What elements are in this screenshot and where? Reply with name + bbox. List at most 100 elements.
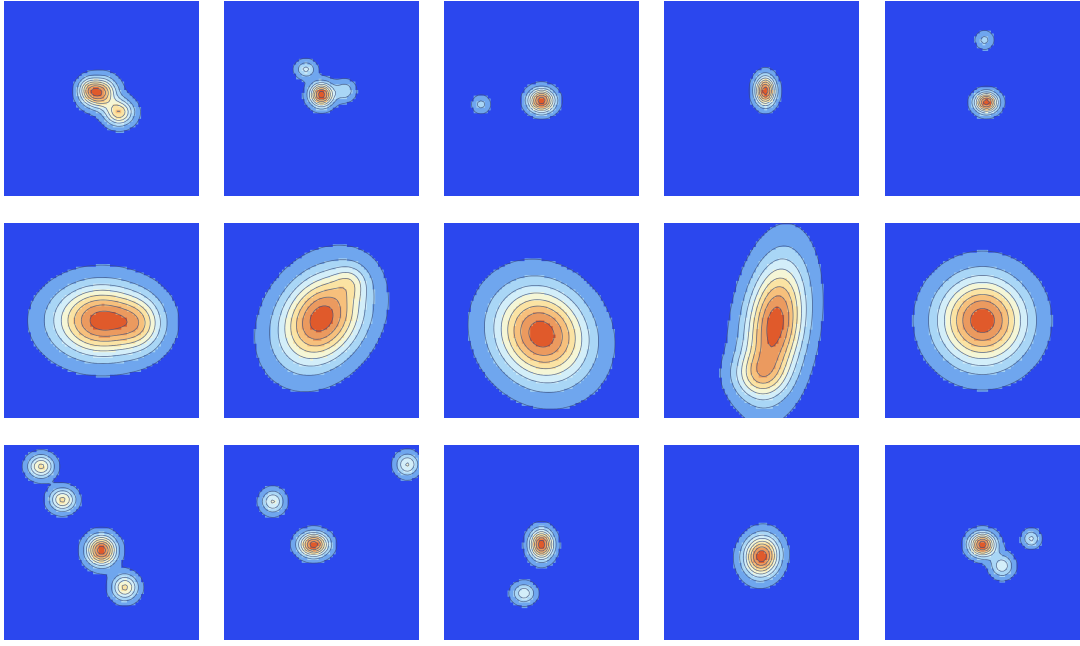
contour-level-8 <box>530 320 556 347</box>
contour-line-3 <box>754 75 777 107</box>
contour-line-1 <box>748 66 783 115</box>
contour-band <box>22 449 144 606</box>
contour-line-7 <box>962 300 1003 341</box>
contour-line-6 <box>92 541 111 560</box>
contour-level-5 <box>39 463 127 592</box>
contour-plot-svg <box>885 223 1080 418</box>
contour-band <box>538 539 545 549</box>
contour-line-3 <box>30 457 136 598</box>
contour-line-4 <box>500 292 583 376</box>
contour-line-7 <box>976 538 989 551</box>
contour-line-1 <box>961 525 1043 582</box>
contour-line-3 <box>937 275 1028 366</box>
contour-level-8 <box>90 312 127 330</box>
contour-line-7 <box>302 296 342 340</box>
contour-line-5 <box>950 288 1015 353</box>
contour-line-7 <box>80 304 140 337</box>
contour-line-3 <box>265 457 415 557</box>
contour-line-5 <box>302 535 325 554</box>
contour-line-1 <box>508 520 561 607</box>
contour-line-2 <box>477 85 559 116</box>
contour-line-4 <box>60 289 156 352</box>
contour-line-7 <box>87 85 106 100</box>
contour-line-5 <box>972 535 993 554</box>
contour-line-5 <box>312 85 331 104</box>
contour-panel-12 <box>224 445 419 640</box>
contour-plot-svg <box>885 1 1080 196</box>
contour-line-8 <box>756 550 767 563</box>
contour-line-1 <box>732 523 790 589</box>
contour-band <box>28 454 139 603</box>
contour-line-7 <box>306 538 321 551</box>
contour-plot-svg <box>664 1 859 196</box>
contour-line-8 <box>89 310 128 331</box>
contour-plot-svg <box>224 445 419 640</box>
contour-line-4 <box>756 77 775 104</box>
contour-line-1 <box>967 29 1006 120</box>
contour-band <box>39 463 127 592</box>
contour-panel-2 <box>224 1 419 196</box>
contour-line-1 <box>912 250 1053 391</box>
contour-level-8 <box>318 90 325 100</box>
contour-line-2 <box>965 529 1039 576</box>
contour-line-3 <box>302 66 336 108</box>
contour-line-7 <box>94 543 109 558</box>
contour-line-7 <box>760 83 771 98</box>
contour-line-6 <box>534 535 549 554</box>
contour-level-2 <box>28 454 139 603</box>
contour-line-7 <box>535 94 548 107</box>
contour-line-8 <box>309 305 334 332</box>
contour-line-5 <box>290 277 356 353</box>
contour-band <box>33 460 133 594</box>
contour-line-5 <box>38 463 128 591</box>
contour-line-8 <box>96 545 107 555</box>
contour-line-2 <box>971 36 1002 116</box>
contour-line-5 <box>507 299 576 370</box>
contour-line-2 <box>269 259 375 376</box>
contour-panel-3 <box>444 1 639 196</box>
contour-line-1 <box>72 69 141 132</box>
contour-line-3 <box>736 258 807 401</box>
contour-line-6 <box>85 83 121 112</box>
contour-line-4 <box>529 89 554 112</box>
contour-plot-svg <box>664 223 859 418</box>
contour-plot-svg <box>444 223 639 418</box>
contour-line-3 <box>968 532 1034 572</box>
contour-line-4 <box>33 459 133 595</box>
contour-line-1 <box>21 449 145 607</box>
contour-level-1 <box>256 449 419 563</box>
contour-level-8 <box>310 306 333 333</box>
contour-line-5 <box>531 91 552 110</box>
contour-panel-14 <box>664 445 859 640</box>
contour-level-1 <box>22 449 144 606</box>
contour-line-3 <box>973 91 999 114</box>
contour-line-8 <box>90 87 103 97</box>
contour-panel-10 <box>885 223 1080 418</box>
contour-band <box>761 87 768 97</box>
contour-line-7 <box>756 295 790 377</box>
contour-line-6 <box>513 305 570 363</box>
contour-line-3 <box>79 77 132 124</box>
contour-level-8 <box>98 545 105 555</box>
contour-line-2 <box>730 245 813 409</box>
contour-line-4 <box>944 282 1021 359</box>
contour-line-3 <box>493 285 590 384</box>
contour-band <box>256 449 419 563</box>
contour-band <box>971 309 994 333</box>
contour-line-2 <box>27 454 139 602</box>
contour-line-3 <box>53 284 161 357</box>
contour-line-4 <box>270 462 410 556</box>
contour-line-8 <box>317 91 326 99</box>
contour-line-5 <box>745 277 798 390</box>
contour-panel-11 <box>4 445 199 640</box>
contour-plot-svg <box>444 445 639 640</box>
contour-panel-1 <box>4 1 199 196</box>
contour-line-2 <box>752 72 779 110</box>
contour-line-4 <box>745 537 778 575</box>
contour-panel-4 <box>664 1 859 196</box>
contour-line-3 <box>527 88 556 113</box>
contour-line-2 <box>261 453 419 560</box>
contour-line-7 <box>520 312 563 356</box>
contour-line-5 <box>748 540 775 572</box>
contour-line-5 <box>67 294 151 347</box>
